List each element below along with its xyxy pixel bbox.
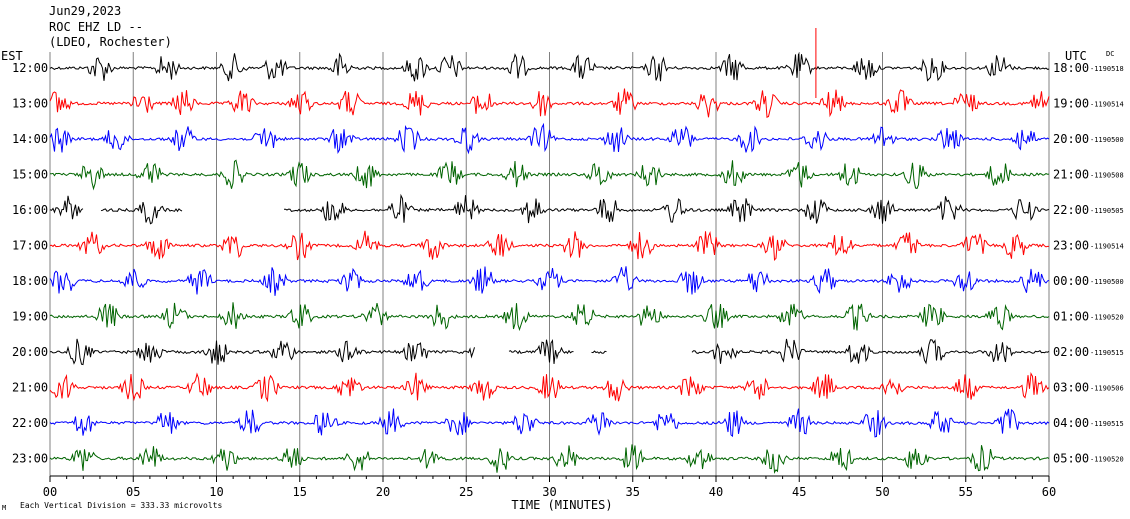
dc-offset-label: -1190500 bbox=[1090, 278, 1124, 286]
station-location: (LDEO, Rochester) bbox=[49, 35, 172, 49]
dc-offset-label: -1190515 bbox=[1090, 420, 1124, 428]
trace-row-1500 bbox=[49, 159, 1050, 191]
est-label: 17:00 bbox=[12, 239, 48, 253]
utc-label: 05:00 bbox=[1053, 452, 1089, 466]
est-label: 21:00 bbox=[12, 381, 48, 395]
utc-label: 19:00 bbox=[1053, 97, 1089, 111]
est-label: 14:00 bbox=[12, 132, 48, 146]
trace-row-1800 bbox=[49, 266, 1050, 296]
est-label: 22:00 bbox=[12, 416, 48, 430]
est-label: 16:00 bbox=[12, 203, 48, 217]
trace-row-1700 bbox=[49, 230, 1049, 261]
x-tick-label-40: 40 bbox=[709, 485, 723, 499]
x-tick-label-35: 35 bbox=[626, 485, 640, 499]
est-label: 19:00 bbox=[12, 310, 48, 324]
dc-label: DC bbox=[1106, 50, 1114, 58]
est-label: 15:00 bbox=[12, 168, 48, 182]
utc-label: 23:00 bbox=[1053, 239, 1089, 253]
x-tick-label-60: 60 bbox=[1042, 485, 1056, 499]
dc-offset-label: -1190508 bbox=[1090, 172, 1124, 180]
est-label: 12:00 bbox=[12, 61, 48, 75]
trace-row-2100 bbox=[49, 371, 1050, 403]
trace-row-1400 bbox=[49, 122, 1050, 155]
dc-offset-label: -1190506 bbox=[1090, 385, 1124, 393]
utc-label: 01:00 bbox=[1053, 310, 1089, 324]
dc-offset-label: -1190518 bbox=[1090, 65, 1124, 73]
dc-offset-label: -1190520 bbox=[1090, 314, 1124, 322]
x-tick-label-50: 50 bbox=[875, 485, 889, 499]
x-tick-label-00: 00 bbox=[43, 485, 57, 499]
x-tick-label-55: 55 bbox=[959, 485, 973, 499]
trace-row-2200 bbox=[49, 408, 1050, 438]
utc-label: 22:00 bbox=[1053, 203, 1089, 217]
trace-row-2000 bbox=[49, 338, 1050, 366]
grid-layer bbox=[49, 52, 1050, 476]
station-code: ROC EHZ LD -- bbox=[49, 20, 143, 34]
dc-offset-label: -1190514 bbox=[1090, 243, 1124, 251]
utc-label: 21:00 bbox=[1053, 168, 1089, 182]
right-axis-label: UTC bbox=[1065, 49, 1087, 63]
x-tick-label-20: 20 bbox=[376, 485, 390, 499]
utc-label: 04:00 bbox=[1053, 416, 1089, 430]
chart-date: Jun29,2023 bbox=[49, 4, 121, 18]
utc-label: 00:00 bbox=[1053, 274, 1089, 288]
x-axis: 00 05 10 15 20 25 30 35 40 45 50 55 60 bbox=[43, 475, 1056, 499]
x-axis-label: TIME (MINUTES) bbox=[511, 498, 612, 512]
dc-offset-label: -1190500 bbox=[1090, 136, 1124, 144]
utc-label: 18:00 bbox=[1053, 61, 1089, 75]
trace-row-2300 bbox=[49, 444, 1050, 474]
utc-label: 20:00 bbox=[1053, 132, 1089, 146]
x-tick-label-25: 25 bbox=[459, 485, 473, 499]
est-label: 20:00 bbox=[12, 345, 48, 359]
x-tick-label-45: 45 bbox=[792, 485, 806, 499]
utc-label: 02:00 bbox=[1053, 345, 1089, 359]
trace-row-1300 bbox=[49, 88, 1050, 118]
est-label: 18:00 bbox=[12, 274, 48, 288]
trace-row-1200 bbox=[49, 52, 1050, 82]
trace-row-1900 bbox=[49, 302, 1050, 332]
dc-offset-label: -1190505 bbox=[1090, 207, 1124, 215]
dc-offset-label: -1190520 bbox=[1090, 456, 1124, 464]
x-tick-label-05: 05 bbox=[126, 485, 140, 499]
utc-label: 03:00 bbox=[1053, 381, 1089, 395]
est-label: 23:00 bbox=[12, 452, 48, 466]
x-tick-label-10: 10 bbox=[209, 485, 223, 499]
dc-offset-label: -1190515 bbox=[1090, 349, 1124, 357]
x-tick-label-15: 15 bbox=[293, 485, 307, 499]
dc-offset-label: -1190514 bbox=[1090, 101, 1124, 109]
est-label: 13:00 bbox=[12, 97, 48, 111]
footer-mark: M bbox=[2, 504, 6, 512]
trace-row-1600 bbox=[49, 193, 1050, 225]
scale-label: Each Vertical Division = 333.33 microvol… bbox=[20, 501, 222, 510]
left-axis-label: EST bbox=[1, 49, 23, 63]
x-tick-label-30: 30 bbox=[542, 485, 556, 499]
trace-layer bbox=[49, 28, 1050, 474]
